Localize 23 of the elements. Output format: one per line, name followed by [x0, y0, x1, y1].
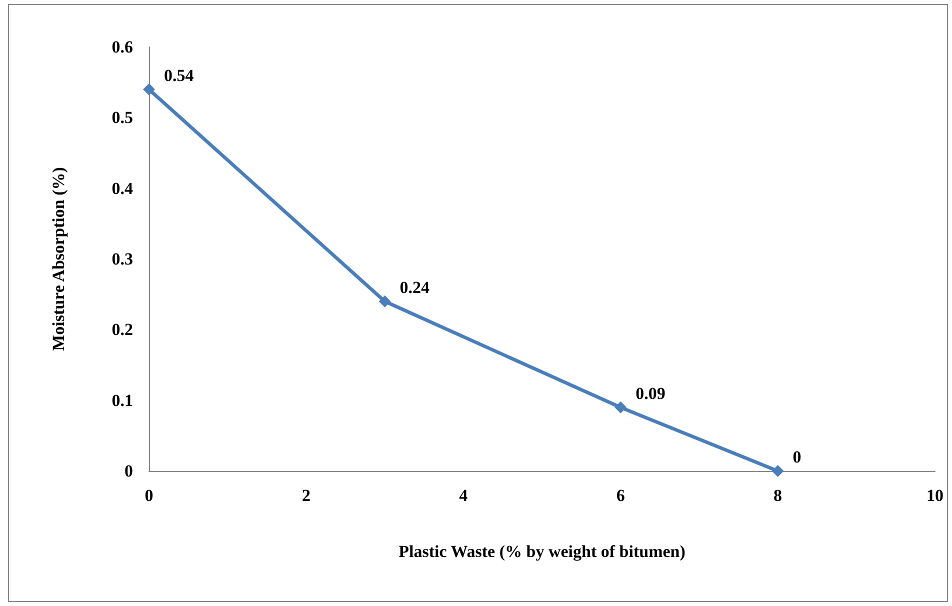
y-tick-label: 0.4	[112, 178, 134, 198]
x-tick-label: 8	[774, 486, 782, 505]
data-label: 0.09	[636, 384, 666, 403]
x-tick-label: 4	[459, 486, 468, 505]
y-tick-label: 0	[124, 462, 133, 480]
point	[772, 465, 784, 477]
data-label: 0.24	[400, 278, 430, 297]
y-tick-label: 0.3	[112, 250, 133, 268]
y-tick-label: 0.1	[112, 390, 133, 410]
y-tick-label: 0.6	[112, 38, 133, 56]
point	[143, 83, 155, 96]
y-tick-label: 0.5	[112, 108, 133, 128]
x-tick-label: 2	[302, 486, 310, 505]
y-axis-title: Moisture Absorption (%)	[49, 167, 68, 351]
x-axis-title: Plastic Waste (% by weight of bitumen)	[398, 542, 686, 561]
x-tick-label: 6	[616, 486, 625, 505]
point	[378, 295, 391, 308]
x-tick-label: 10	[926, 486, 944, 505]
point	[614, 401, 627, 414]
y-tick-label: 0.2	[112, 320, 133, 340]
data-label: 0	[792, 448, 802, 466]
data-label: 0.54	[164, 66, 194, 85]
x-tick-label: 0	[144, 486, 154, 505]
